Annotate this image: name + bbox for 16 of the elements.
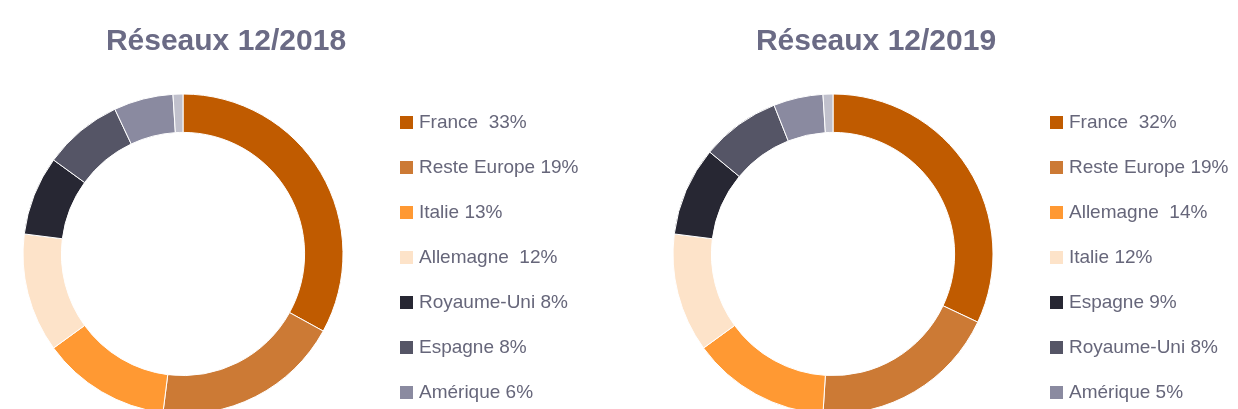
legend-label: Allemagne 14% — [1069, 201, 1208, 223]
chart-title: Réseaux 12/2019 — [755, 23, 997, 56]
legend-label: Espagne 8% — [419, 336, 527, 358]
legend-label: Royaume-Uni 8% — [419, 291, 568, 313]
chart-title: Réseaux 12/2018 — [105, 23, 347, 56]
legend-label: Amérique 5% — [1069, 381, 1184, 403]
legend-label: Allemagne 12% — [419, 246, 558, 268]
legend-label: Amérique 6% — [419, 381, 534, 403]
legend-label: France 32% — [1069, 111, 1177, 133]
legend-label: Espagne 9% — [1069, 291, 1177, 313]
legend-label: Reste Europe 19% — [419, 156, 579, 178]
legend-label: Italie 12% — [1069, 246, 1153, 268]
legend-label: Italie 13% — [419, 201, 503, 223]
legend-label: France 33% — [419, 111, 527, 133]
legend-label: Royaume-Uni 8% — [1069, 336, 1218, 358]
legend-label: Reste Europe 19% — [1069, 156, 1229, 178]
